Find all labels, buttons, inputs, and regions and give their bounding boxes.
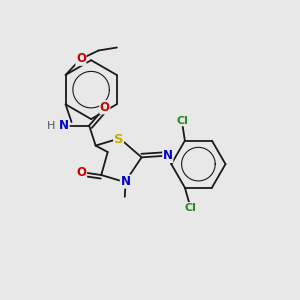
Text: N: N bbox=[120, 175, 130, 188]
Text: O: O bbox=[76, 166, 86, 179]
Text: N: N bbox=[163, 149, 173, 162]
Text: O: O bbox=[76, 52, 86, 65]
Text: S: S bbox=[114, 133, 123, 146]
Text: O: O bbox=[100, 101, 110, 114]
Text: Cl: Cl bbox=[177, 116, 188, 126]
Text: Cl: Cl bbox=[185, 202, 197, 213]
Text: N: N bbox=[59, 119, 69, 132]
Text: H: H bbox=[46, 121, 55, 130]
